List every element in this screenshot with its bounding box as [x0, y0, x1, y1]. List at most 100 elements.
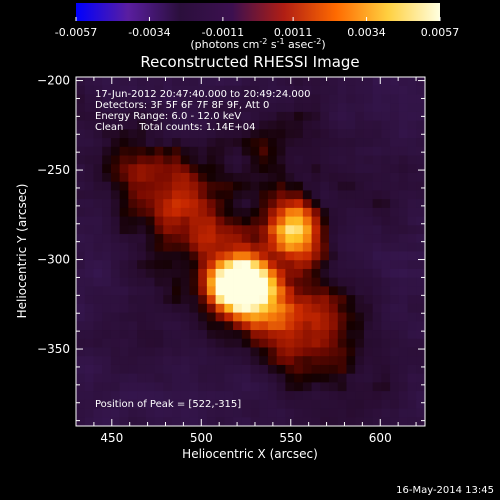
heatmap-cell [128, 120, 138, 130]
info-line-counts: Clean Total counts: 1.14E+04 [95, 122, 255, 133]
heatmap-cell [372, 330, 382, 340]
heatmap-cell [250, 155, 260, 165]
heatmap-cell [390, 172, 400, 183]
heatmap-cell [180, 172, 190, 183]
heatmap-cell [416, 356, 425, 366]
heatmap-cell [381, 295, 391, 305]
heatmap-cell [93, 164, 103, 174]
heatmap-cell [416, 120, 425, 130]
heatmap-cell [233, 120, 243, 130]
heatmap-cell [320, 181, 330, 191]
heatmap-cell [224, 190, 234, 200]
heatmap-cell [363, 77, 374, 87]
heatmap-cell [346, 373, 356, 383]
heatmap-cell [145, 190, 155, 200]
heatmap-cell [416, 85, 425, 95]
heatmap-cell [329, 373, 339, 383]
heatmap-cell [189, 190, 199, 200]
heatmap-cell [276, 85, 286, 95]
heatmap-cell [276, 408, 286, 418]
heatmap-cell [398, 330, 408, 340]
heatmap-cell [302, 347, 312, 357]
heatmap-cell [206, 321, 217, 331]
heatmap-cell [224, 391, 234, 401]
heatmap-cell [267, 77, 278, 87]
heatmap-cell [224, 111, 234, 122]
heatmap-cell [189, 382, 199, 392]
y-tick-label: −200 [37, 74, 70, 88]
heatmap-cell [276, 251, 286, 261]
heatmap-cell [102, 207, 112, 218]
heatmap-cell [241, 103, 251, 113]
heatmap-cell [259, 225, 269, 235]
heatmap-cell [171, 138, 182, 148]
heatmap-cell [93, 251, 103, 261]
heatmap-cell [154, 321, 164, 331]
heatmap-cell [137, 111, 147, 122]
heatmap-cell [145, 207, 155, 218]
heatmap-cell [128, 234, 138, 244]
heatmap-cell [84, 286, 94, 296]
heatmap-cell [102, 111, 112, 122]
heatmap-cell [198, 164, 208, 174]
heatmap-cell [320, 347, 330, 357]
heatmap-cell [154, 347, 164, 357]
heatmap-cell [363, 286, 374, 296]
heatmap-cell [267, 155, 278, 165]
heatmap-cell [93, 155, 103, 165]
heatmap-cell [390, 303, 400, 313]
heatmap-cell [294, 111, 304, 122]
heatmap-cell [381, 172, 391, 183]
heatmap-cell [294, 356, 304, 366]
heatmap-cell [381, 138, 391, 148]
heatmap-cell [267, 303, 278, 313]
heatmap-cell [137, 155, 147, 165]
heatmap-cell [163, 85, 173, 95]
heatmap-cell [171, 146, 182, 156]
heatmap-cell [285, 347, 295, 357]
heatmap-cell [206, 277, 217, 287]
heatmap-cell [102, 77, 112, 87]
heatmap-cell [346, 146, 356, 156]
heatmap-cell [416, 242, 425, 252]
heatmap-cell [180, 382, 190, 392]
heatmap-cell [198, 295, 208, 305]
heatmap-cell [102, 225, 112, 235]
heatmap-cell [93, 399, 103, 409]
heatmap-cell [145, 347, 155, 357]
heatmap-cell [250, 312, 260, 322]
heatmap-cell [180, 77, 190, 87]
heatmap-cell [329, 77, 339, 87]
heatmap-cell [285, 242, 295, 252]
heatmap-cell [294, 138, 304, 148]
heatmap-cell [215, 303, 225, 313]
heatmap-cell [76, 242, 86, 252]
heatmap-cell [215, 268, 225, 279]
heatmap-cell [267, 330, 278, 340]
heatmap-cell [346, 199, 356, 209]
x-tick-label: 500 [190, 431, 213, 445]
heatmap-cell [398, 286, 408, 296]
heatmap-cell [84, 268, 94, 279]
heatmap-cell [398, 251, 408, 261]
heatmap-cell [329, 417, 339, 426]
heatmap-cell [276, 146, 286, 156]
heatmap-cell [250, 85, 260, 95]
heatmap-cell [390, 373, 400, 383]
heatmap-cell [294, 295, 304, 305]
heatmap-cell [198, 356, 208, 366]
heatmap-cell [407, 260, 417, 270]
heatmap-cell [171, 216, 182, 226]
heatmap-cell [381, 146, 391, 156]
heatmap-cell [84, 303, 94, 313]
heatmap-cell [76, 382, 86, 392]
heatmap-cell [84, 85, 94, 95]
heatmap-cell [198, 190, 208, 200]
heatmap-cell [84, 330, 94, 340]
heatmap-cell [337, 286, 347, 296]
heatmap-cell [189, 251, 199, 261]
heatmap-cell [110, 338, 121, 348]
heatmap-cell [329, 251, 339, 261]
heatmap-cell [163, 155, 173, 165]
heatmap-cell [276, 321, 286, 331]
